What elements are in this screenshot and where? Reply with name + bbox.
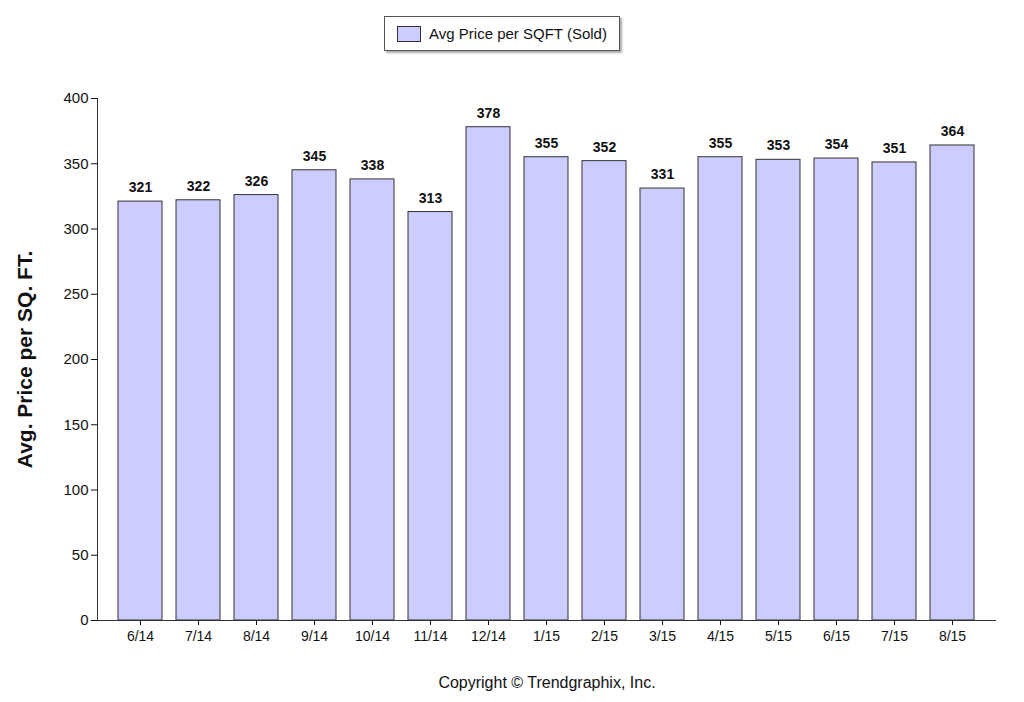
svg-text:300: 300 bbox=[63, 220, 88, 237]
svg-text:400: 400 bbox=[63, 89, 88, 106]
svg-text:326: 326 bbox=[245, 173, 269, 189]
svg-text:321: 321 bbox=[129, 179, 153, 195]
svg-text:331: 331 bbox=[651, 166, 675, 182]
svg-text:6/15: 6/15 bbox=[823, 628, 850, 644]
svg-text:313: 313 bbox=[419, 190, 443, 206]
svg-text:351: 351 bbox=[883, 140, 907, 156]
svg-text:338: 338 bbox=[361, 157, 385, 173]
svg-text:100: 100 bbox=[63, 481, 88, 498]
svg-text:5/15: 5/15 bbox=[765, 628, 792, 644]
svg-text:1/15: 1/15 bbox=[533, 628, 560, 644]
svg-text:50: 50 bbox=[72, 546, 89, 563]
svg-text:345: 345 bbox=[303, 148, 327, 164]
svg-text:3/15: 3/15 bbox=[649, 628, 676, 644]
svg-text:2/15: 2/15 bbox=[591, 628, 618, 644]
svg-text:7/15: 7/15 bbox=[881, 628, 908, 644]
svg-text:355: 355 bbox=[709, 135, 733, 151]
svg-text:150: 150 bbox=[63, 416, 88, 433]
svg-text:9/14: 9/14 bbox=[301, 628, 328, 644]
svg-text:6/14: 6/14 bbox=[127, 628, 154, 644]
svg-text:364: 364 bbox=[941, 123, 965, 139]
svg-text:354: 354 bbox=[825, 136, 849, 152]
svg-text:8/15: 8/15 bbox=[939, 628, 966, 644]
svg-text:7/14: 7/14 bbox=[185, 628, 212, 644]
svg-text:8/14: 8/14 bbox=[243, 628, 270, 644]
svg-text:355: 355 bbox=[535, 135, 559, 151]
svg-text:12/14: 12/14 bbox=[471, 628, 506, 644]
svg-text:322: 322 bbox=[187, 178, 211, 194]
svg-text:353: 353 bbox=[767, 137, 791, 153]
svg-text:352: 352 bbox=[593, 139, 617, 155]
svg-text:4/15: 4/15 bbox=[707, 628, 734, 644]
svg-text:378: 378 bbox=[477, 105, 501, 121]
svg-text:Avg. Price per SQ. FT.: Avg. Price per SQ. FT. bbox=[13, 251, 36, 468]
html-text:Avg Price per SQFT (Sold): Avg Price per SQFT (Sold) bbox=[429, 25, 607, 42]
svg-text:0: 0 bbox=[80, 611, 88, 628]
svg-text:350: 350 bbox=[63, 155, 88, 172]
svg-text:250: 250 bbox=[63, 285, 88, 302]
svg-text:200: 200 bbox=[63, 350, 88, 367]
svg-text:11/14: 11/14 bbox=[414, 628, 448, 644]
html-text:Copyright © Trendgraphix, Inc.: Copyright © Trendgraphix, Inc. bbox=[438, 674, 656, 691]
svg-text:10/14: 10/14 bbox=[355, 628, 390, 644]
